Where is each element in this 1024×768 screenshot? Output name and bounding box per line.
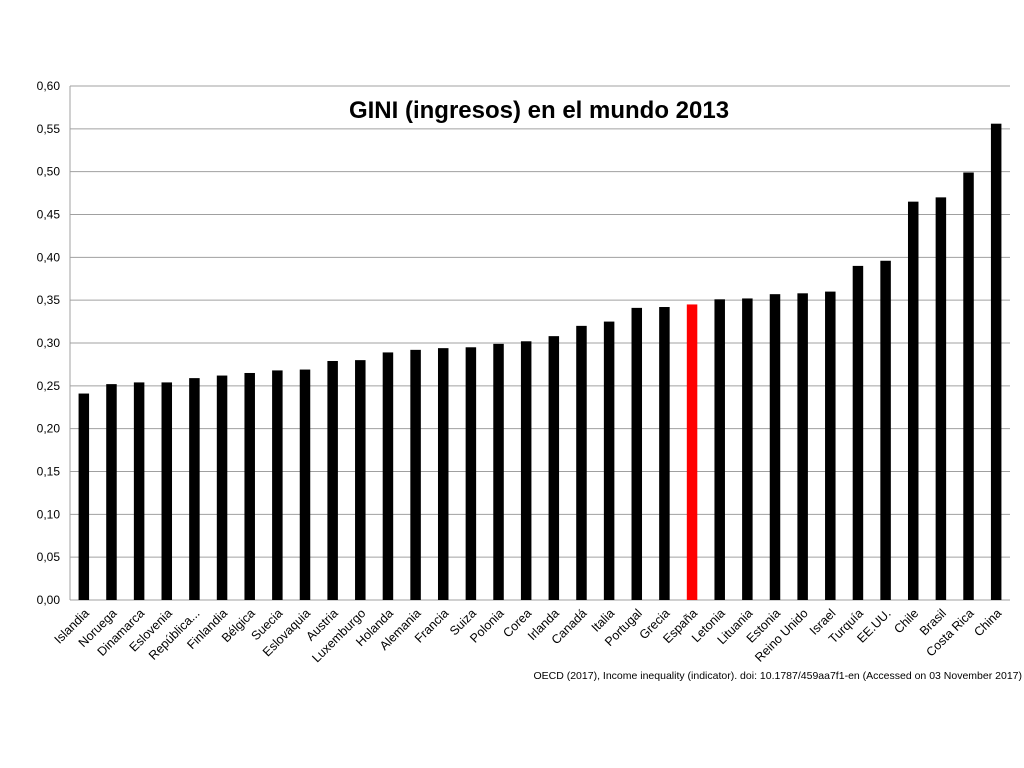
y-tick-label: 0,55 <box>37 122 61 136</box>
y-tick-label: 0,35 <box>37 293 61 307</box>
y-axis-tick-labels: 0,00 0,05 0,10 0,15 0,20 0,25 0,30 0,35 0,40 0,45… <box>37 79 61 607</box>
bar-lituania <box>742 298 753 600</box>
y-tick-label: 0,45 <box>37 208 61 222</box>
bar-turqu-a <box>852 265 864 600</box>
bar-brasil <box>935 197 947 600</box>
bar-islandia <box>78 393 90 600</box>
bar-eslovenia <box>161 382 173 600</box>
y-tick-label: 0,50 <box>37 165 61 179</box>
bar-b-lgica <box>244 372 255 600</box>
bar-finlandia <box>216 375 228 600</box>
y-tick-label: 0,30 <box>37 336 61 350</box>
bar-eslovaquia <box>299 369 311 600</box>
bar-corea <box>520 341 532 600</box>
bar-portugal <box>631 307 643 600</box>
bar-italia <box>603 321 615 600</box>
y-tick-label: 0,15 <box>37 465 61 479</box>
bars <box>78 123 1002 601</box>
bar-china <box>990 123 1002 601</box>
bar-alemania <box>410 349 421 600</box>
bar-suiza <box>465 347 477 600</box>
bar-letonia <box>714 299 725 600</box>
x-category-label: China <box>971 606 1004 639</box>
bar-dinamarca <box>133 382 145 600</box>
source-note: OECD (2017), Income inequality (indicato… <box>533 670 1022 682</box>
y-tick-label: 0,60 <box>37 79 61 93</box>
bar-estonia <box>769 294 781 600</box>
bar-chile <box>907 201 919 600</box>
bar-holanda <box>382 352 394 600</box>
bar-ee-uu- <box>880 260 891 600</box>
bar-polonia <box>493 343 504 600</box>
y-tick-label: 0,00 <box>37 593 61 607</box>
bar-francia <box>437 348 449 600</box>
bar-irlanda <box>548 336 560 600</box>
gridlines <box>69 85 1010 601</box>
bar-costa-rica <box>963 172 974 601</box>
bar-austria <box>327 360 338 600</box>
y-tick-label: 0,05 <box>37 550 61 564</box>
y-tick-label: 0,10 <box>37 507 61 521</box>
y-tick-label: 0,40 <box>37 250 61 264</box>
bar-rep-blica- <box>189 378 200 600</box>
bar-suecia <box>272 370 283 600</box>
chart-title: GINI (ingresos) en el mundo 2013 <box>349 97 729 124</box>
bar-luxemburgo <box>355 360 366 600</box>
bar-canad- <box>576 325 587 600</box>
bar-noruega <box>106 384 117 600</box>
bar-grecia <box>659 307 670 600</box>
y-tick-label: 0,20 <box>37 422 61 436</box>
x-category-label: Chile <box>891 606 921 636</box>
bar-israel <box>825 291 836 600</box>
y-tick-label: 0,25 <box>37 379 61 393</box>
bar-espa-a <box>686 304 698 600</box>
x-axis-category-labels: IslandiaNoruegaDinamarcaEsloveniaRepúbli… <box>52 606 1005 665</box>
bar-reino-unido <box>797 293 808 600</box>
